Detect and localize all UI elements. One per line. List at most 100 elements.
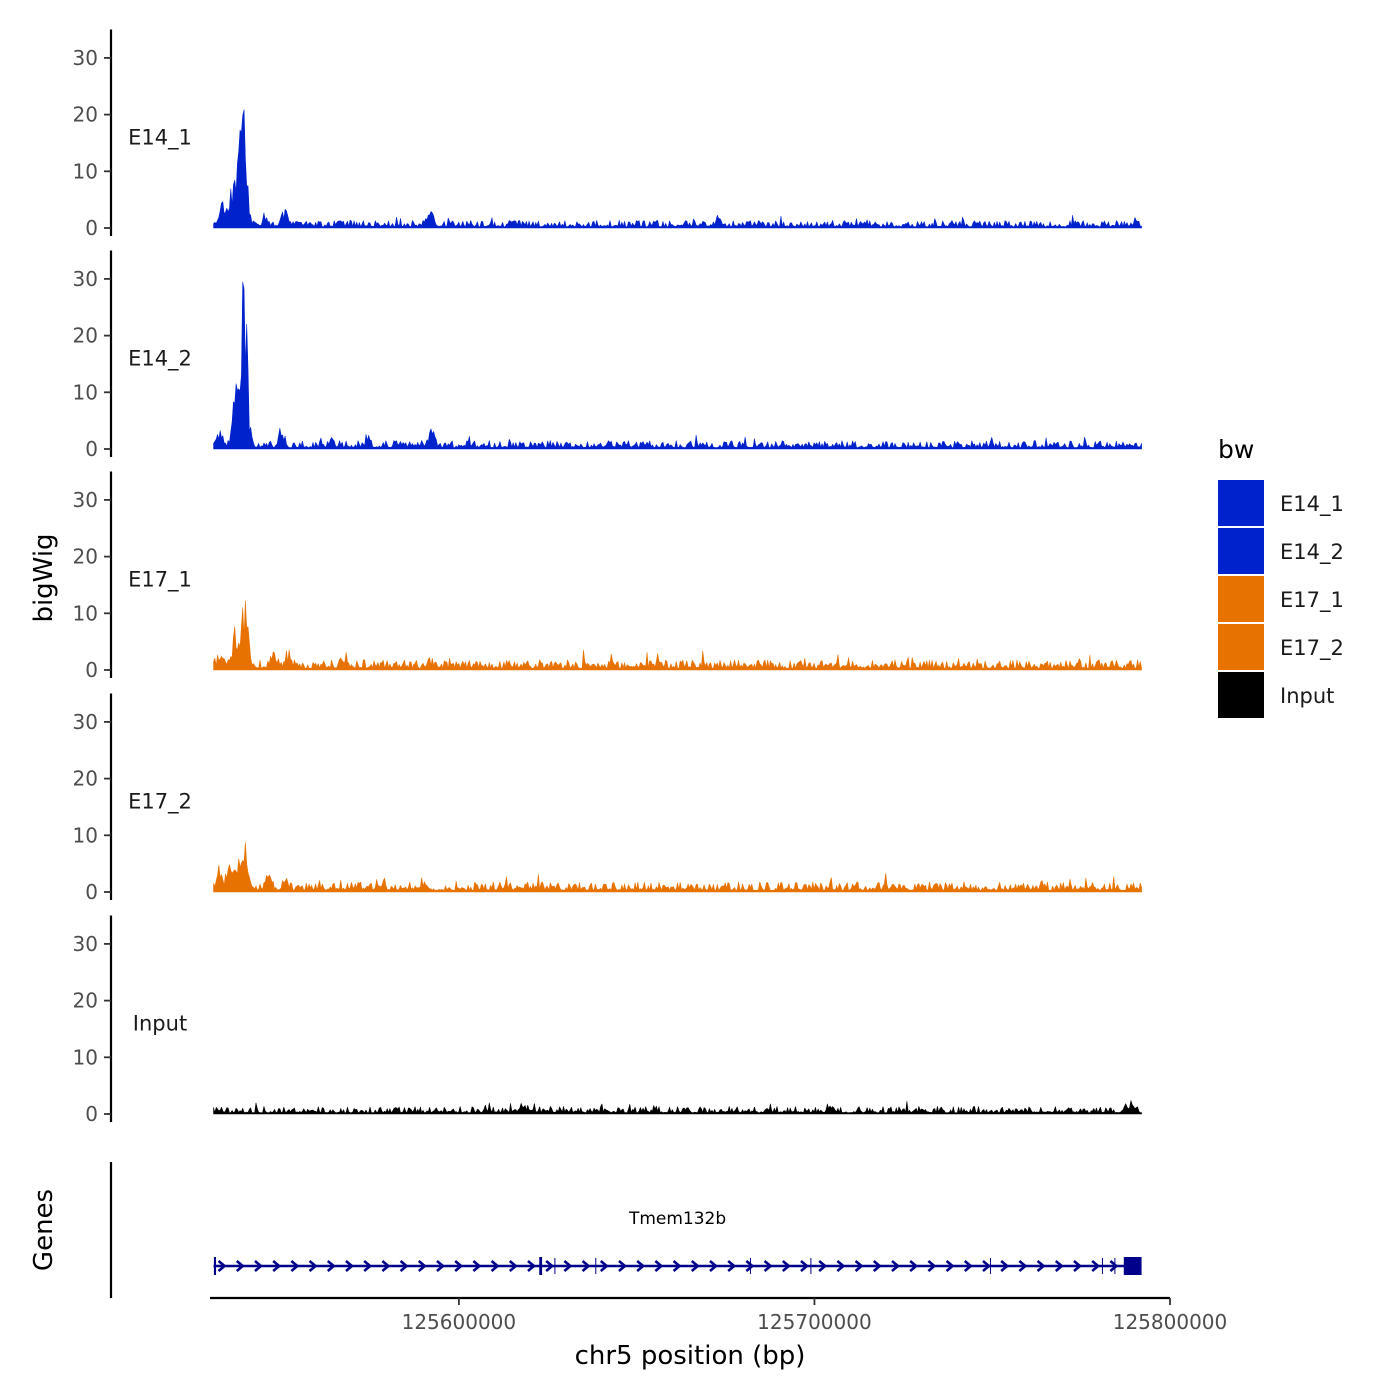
strand-arrow xyxy=(982,1260,991,1272)
y-tick-label: 10 xyxy=(73,601,98,625)
strand-arrow xyxy=(854,1260,864,1272)
legend-swatch xyxy=(1218,624,1264,670)
strand-arrow xyxy=(508,1260,518,1272)
strand-arrow xyxy=(927,1260,937,1272)
gene-name-label: Tmem132b xyxy=(628,1209,726,1229)
track-e14-1: 0 10 20 30 E14_1 xyxy=(73,29,1142,240)
y-tick-label: 10 xyxy=(73,823,98,847)
strand-arrow xyxy=(217,1260,227,1272)
strand-arrow xyxy=(781,1260,791,1272)
y-tick-label: 30 xyxy=(73,267,98,291)
genes-axis-title: Genes xyxy=(29,1189,59,1271)
y-tick-label: 10 xyxy=(73,380,98,404)
legend-swatch xyxy=(1218,576,1264,622)
strand-arrow xyxy=(545,1260,555,1272)
strand-arrow xyxy=(272,1260,282,1272)
track-e17-1: 0 10 20 30 E17_1 xyxy=(73,471,1142,682)
strand-arrow xyxy=(945,1260,955,1272)
y-tick-label: 20 xyxy=(73,767,98,791)
x-tick-label: 125800000 xyxy=(1113,1310,1228,1334)
strand-arrow xyxy=(254,1260,263,1272)
strand-arrow xyxy=(235,1260,245,1272)
track-label: Input xyxy=(133,1011,187,1035)
legend-label: E14_2 xyxy=(1280,540,1344,565)
gene-panel: Tmem132b xyxy=(109,1162,1142,1298)
strand-arrow xyxy=(1036,1260,1046,1272)
y-axis-title: bigWig xyxy=(29,533,59,622)
legend-swatch xyxy=(1218,672,1264,718)
strand-arrow xyxy=(1109,1260,1119,1272)
strand-arrow xyxy=(454,1260,464,1272)
legend-item-e17-1: E17_1 xyxy=(1218,576,1344,622)
y-tick-label: 0 xyxy=(85,437,98,461)
strand-arrow xyxy=(727,1260,737,1272)
y-tick-label: 10 xyxy=(73,159,98,183)
y-tick-label: 20 xyxy=(73,103,98,127)
strand-arrow xyxy=(490,1260,500,1272)
legend-label: Input xyxy=(1280,684,1334,708)
strand-arrow xyxy=(891,1260,900,1272)
y-tick-label: 30 xyxy=(73,932,98,956)
strand-arrow xyxy=(963,1260,973,1272)
strand-arrow xyxy=(836,1260,846,1272)
y-tick-label: 0 xyxy=(85,1102,98,1126)
track-label: E17_2 xyxy=(128,789,192,814)
strand-arrow xyxy=(436,1260,445,1272)
strand-arrow xyxy=(290,1260,300,1272)
legend-item-input: Input xyxy=(1218,672,1334,718)
x-axis: 125600000 125700000 125800000 xyxy=(210,1296,1228,1334)
track-label: E14_1 xyxy=(128,125,192,150)
legend-label: E17_1 xyxy=(1280,588,1344,613)
strand-arrow xyxy=(1091,1260,1101,1272)
y-tick-label: 30 xyxy=(73,488,98,512)
strand-arrow xyxy=(599,1260,609,1272)
y-tick-label: 10 xyxy=(73,1045,98,1069)
strand-arrow xyxy=(363,1260,373,1272)
signal-e14-1 xyxy=(213,109,1142,229)
x-tick-label: 125600000 xyxy=(402,1310,517,1334)
legend-swatch xyxy=(1218,480,1264,526)
legend-swatch xyxy=(1218,528,1264,574)
legend-item-e17-2: E17_2 xyxy=(1218,624,1344,670)
strand-arrow xyxy=(672,1260,682,1272)
strand-arrow xyxy=(417,1260,427,1272)
exon xyxy=(213,1257,217,1275)
strand-arrow xyxy=(527,1260,536,1272)
strand-arrow xyxy=(472,1260,482,1272)
x-axis-title: chr5 position (bp) xyxy=(575,1341,806,1371)
y-tick-label: 30 xyxy=(73,710,98,734)
legend-label: E17_2 xyxy=(1280,636,1344,661)
y-tick-label: 0 xyxy=(85,216,98,240)
strand-arrow xyxy=(581,1260,591,1272)
strand-arrow xyxy=(709,1260,718,1272)
strand-arrow xyxy=(818,1260,828,1272)
strand-arrow xyxy=(763,1260,773,1272)
gene-tmem132b: Tmem132b xyxy=(213,1209,1142,1275)
signal-input xyxy=(213,1100,1142,1115)
legend-label: E14_1 xyxy=(1280,492,1344,517)
legend-item-e14-1: E14_1 xyxy=(1218,480,1344,526)
strand-arrow xyxy=(308,1260,318,1272)
strand-arrow xyxy=(654,1260,664,1272)
signal-e17-2 xyxy=(213,842,1142,893)
strand-arrow xyxy=(909,1260,919,1272)
strand-arrow xyxy=(399,1260,409,1272)
signal-e14-2 xyxy=(213,281,1142,450)
track-e17-2: 0 10 20 30 E17_2 xyxy=(73,693,1142,904)
strand-arrow xyxy=(636,1260,646,1272)
track-e14-2: 0 10 20 30 E14_2 xyxy=(73,250,1142,461)
strand-arrow xyxy=(563,1260,573,1272)
track-label: E14_2 xyxy=(128,346,192,371)
y-tick-label: 0 xyxy=(85,658,98,682)
exon xyxy=(1123,1257,1142,1275)
bigwig-tracks: 0 10 20 30 E14_1 0 10 20 30 E14_2 0 10 20 30 E17_1 0 10 2… xyxy=(73,29,1142,1126)
strand-arrow xyxy=(618,1260,627,1272)
strand-arrow xyxy=(345,1260,354,1272)
strand-arrow xyxy=(1018,1260,1028,1272)
legend-title: bw xyxy=(1218,435,1254,464)
y-tick-label: 20 xyxy=(73,989,98,1013)
strand-arrow xyxy=(381,1260,391,1272)
strand-arrow xyxy=(745,1260,755,1272)
exon xyxy=(539,1257,543,1275)
